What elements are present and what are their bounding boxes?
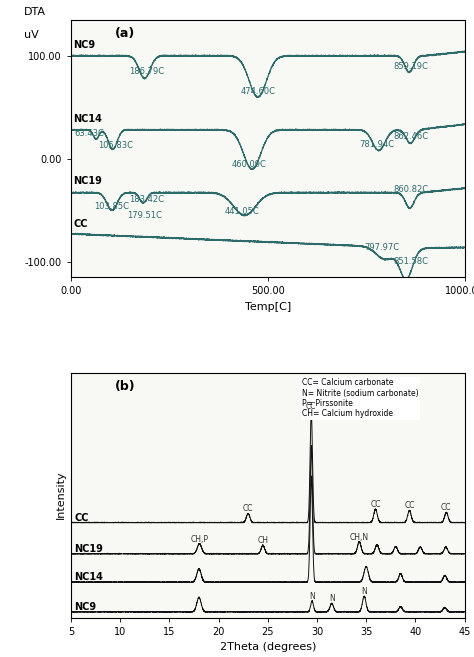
Text: CC= Calcium carbonate
N= Nitrite (sodium carbonate)
P= Pirssonite
CH= Calcium hy: CC= Calcium carbonate N= Nitrite (sodium… bbox=[302, 378, 419, 419]
Text: 797.97C: 797.97C bbox=[364, 243, 399, 252]
Text: DTA: DTA bbox=[24, 7, 46, 17]
Text: NC19: NC19 bbox=[73, 176, 102, 187]
Text: NC9: NC9 bbox=[74, 602, 96, 612]
Text: 63.43C: 63.43C bbox=[74, 129, 104, 138]
Text: CC: CC bbox=[441, 503, 452, 512]
Text: 860.82C: 860.82C bbox=[393, 185, 428, 194]
Text: 862.46C: 862.46C bbox=[394, 132, 429, 141]
Text: N: N bbox=[361, 587, 367, 596]
Text: 105.83C: 105.83C bbox=[98, 141, 133, 150]
Text: 474.60C: 474.60C bbox=[240, 87, 275, 96]
Text: NC14: NC14 bbox=[74, 572, 103, 583]
Text: (a): (a) bbox=[114, 28, 135, 41]
Text: 179.51C: 179.51C bbox=[128, 212, 162, 220]
Text: NC19: NC19 bbox=[74, 544, 103, 554]
X-axis label: 2Theta (degrees): 2Theta (degrees) bbox=[219, 642, 316, 652]
Text: (b): (b) bbox=[114, 380, 135, 393]
Text: CC: CC bbox=[404, 501, 415, 510]
Text: CH,N: CH,N bbox=[350, 533, 369, 541]
Text: uV: uV bbox=[24, 30, 39, 40]
Text: CC: CC bbox=[73, 219, 88, 229]
Text: NC14: NC14 bbox=[73, 114, 102, 124]
Text: CC: CC bbox=[370, 500, 381, 509]
Text: 851.58C: 851.58C bbox=[393, 257, 428, 265]
Text: 460.09C: 460.09C bbox=[232, 160, 266, 169]
Text: 103.85C: 103.85C bbox=[94, 202, 129, 211]
X-axis label: Temp[C]: Temp[C] bbox=[245, 302, 291, 311]
Y-axis label: Intensity: Intensity bbox=[55, 470, 65, 519]
Text: CH: CH bbox=[257, 536, 268, 545]
Text: 441.05C: 441.05C bbox=[225, 207, 259, 216]
Text: CC: CC bbox=[74, 513, 89, 523]
Text: N: N bbox=[309, 592, 315, 601]
Text: CC: CC bbox=[306, 402, 317, 411]
Text: N: N bbox=[329, 595, 335, 603]
Text: 186.79C: 186.79C bbox=[129, 67, 164, 76]
Text: CC: CC bbox=[243, 504, 254, 513]
Text: 781.94C: 781.94C bbox=[359, 141, 394, 149]
Text: 859.19C: 859.19C bbox=[393, 62, 428, 71]
Text: NC9: NC9 bbox=[73, 39, 95, 49]
Text: 183.42C: 183.42C bbox=[129, 195, 164, 204]
Text: CH,P: CH,P bbox=[191, 535, 209, 543]
